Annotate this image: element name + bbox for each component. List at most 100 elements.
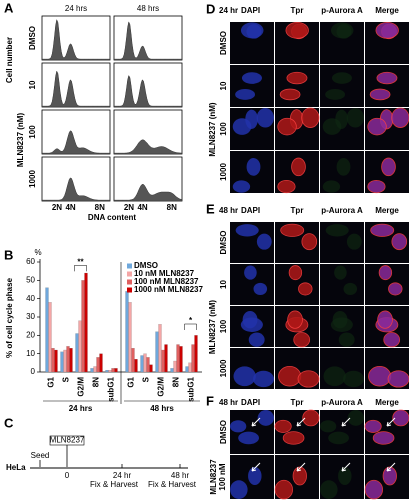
bar [111, 368, 115, 373]
time-label: 48 hr [171, 471, 190, 480]
x-tick-label: 8N [92, 377, 101, 387]
channel-label: DAPI [241, 398, 260, 407]
channel-label: Tpr [291, 398, 304, 407]
nucleus [240, 22, 264, 39]
time-label: 48 hr [219, 206, 238, 215]
channel-label: p-Aurora A [321, 6, 363, 15]
histogram [113, 184, 183, 202]
bar [155, 331, 159, 373]
nucleus [377, 310, 393, 329]
channel-label: Merge [375, 398, 399, 407]
legend-swatch [127, 279, 132, 285]
nucleus [288, 265, 303, 281]
row-label: 100 [219, 319, 228, 333]
x-axis-label: DNA content [88, 213, 136, 222]
nucleus [230, 480, 248, 499]
nucleus [248, 332, 265, 347]
arrow [296, 462, 306, 472]
nucleus [320, 420, 337, 433]
group-label: MLN8237 (nM) [16, 113, 25, 168]
bar [108, 370, 112, 373]
bar [131, 348, 135, 373]
arrow [386, 462, 396, 472]
bar [93, 366, 97, 373]
nucleus [287, 310, 303, 329]
row-label: 100 [28, 125, 37, 139]
nucleus [230, 420, 247, 433]
panel-label: D [206, 1, 215, 16]
row-label: 10 [219, 81, 228, 90]
nucleus [392, 409, 409, 427]
y-tick-label: 20 [26, 330, 35, 339]
time-zero: 0 [65, 471, 70, 480]
nucleus [233, 366, 256, 387]
x-tick-label: G2/M [157, 377, 166, 397]
bar [158, 324, 162, 373]
nucleus [257, 410, 274, 426]
bar [125, 291, 129, 373]
nucleus [334, 265, 347, 280]
nucleus [382, 466, 397, 486]
bar [161, 349, 165, 373]
nucleus [367, 117, 387, 136]
column-label: 24 hrs [65, 4, 87, 13]
nucleus [280, 223, 305, 237]
nucleus [343, 370, 364, 388]
y-tick-label: 40 [26, 294, 35, 303]
arrow [341, 462, 351, 472]
group-label: 48 hrs [150, 404, 174, 413]
group-label: 24 hrs [69, 404, 93, 413]
arrow [341, 417, 351, 427]
nucleus [320, 480, 338, 499]
nucleus [285, 22, 309, 39]
y-unit: % [34, 248, 41, 257]
nucleus [322, 118, 342, 135]
bar [176, 344, 180, 373]
bar [63, 349, 67, 373]
bar [114, 368, 118, 373]
row-label: DMSO [219, 231, 228, 255]
x-tick-label: 2N [124, 203, 134, 212]
bar [54, 349, 58, 373]
nucleus [301, 233, 318, 251]
drug-label: MLN8237 [50, 436, 85, 445]
y-axis-label: % of cell cycle phase [5, 277, 14, 358]
x-tick-label: S [62, 376, 71, 382]
bar [140, 355, 144, 373]
nucleus [368, 365, 392, 387]
nucleus [370, 223, 395, 237]
x-tick-label: 2N [52, 203, 62, 212]
panel-label: E [206, 201, 215, 216]
channel-label: p-Aurora A [321, 206, 363, 215]
group-label: MLN8237 (nM) [208, 102, 217, 157]
row-label: 1000 [219, 359, 228, 377]
nucleus [332, 310, 348, 329]
arrow [386, 417, 396, 427]
bar [191, 344, 195, 373]
x-tick-label: 8N [95, 203, 105, 212]
micrograph [365, 65, 409, 107]
bar [188, 362, 192, 373]
bar [105, 370, 109, 373]
row-label: 1000 [28, 170, 37, 188]
arrow [251, 462, 261, 472]
nucleus [388, 282, 403, 296]
nucleus [391, 233, 408, 251]
bar [146, 357, 150, 373]
bar [81, 280, 85, 373]
row-label: 10 [219, 280, 228, 289]
nucleus [242, 310, 258, 329]
nucleus [375, 22, 399, 39]
channel-label: Tpr [291, 6, 304, 15]
x-tick-label: 8N [167, 203, 177, 212]
annotation: ** [77, 257, 84, 266]
nucleus [256, 233, 272, 250]
legend-label: DMSO [134, 261, 158, 270]
annotation-bracket [74, 265, 87, 272]
nucleus [391, 107, 409, 128]
row-label: MLN8237 [209, 459, 218, 495]
nucleus [328, 431, 350, 445]
nucleus [301, 107, 320, 128]
nucleus [293, 332, 311, 348]
histogram [113, 139, 183, 155]
